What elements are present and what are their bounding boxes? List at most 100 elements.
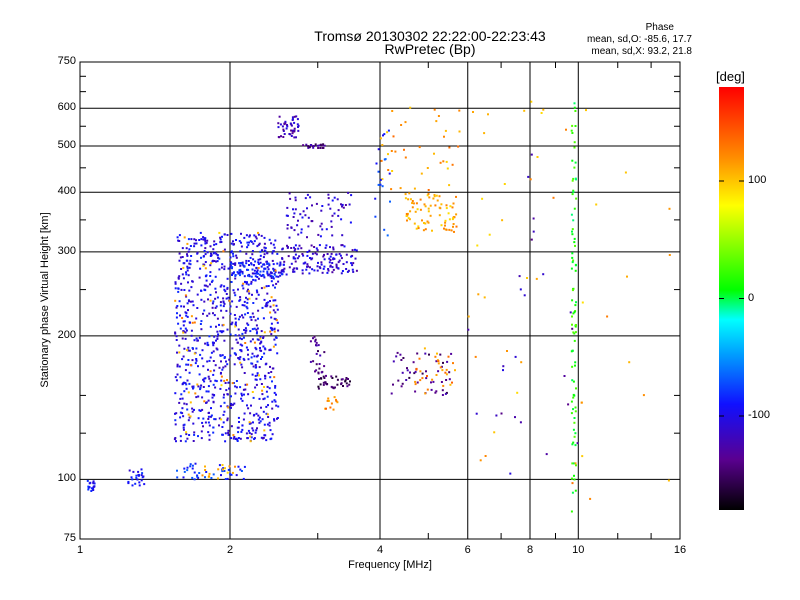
data-point xyxy=(416,381,419,384)
data-point xyxy=(186,302,189,305)
data-point xyxy=(262,436,265,439)
data-point xyxy=(260,275,263,277)
data-point xyxy=(317,147,320,149)
data-point xyxy=(331,266,334,269)
data-point xyxy=(197,365,199,368)
data-point xyxy=(290,129,293,132)
data-point xyxy=(314,143,317,146)
data-point xyxy=(235,380,238,382)
data-point xyxy=(318,144,321,147)
data-point xyxy=(259,378,262,381)
data-point xyxy=(181,256,184,258)
data-point xyxy=(427,192,430,195)
data-point xyxy=(234,294,237,297)
data-point xyxy=(183,289,186,291)
data-point xyxy=(255,378,258,381)
data-point xyxy=(280,135,282,138)
data-point xyxy=(581,455,584,458)
data-point xyxy=(397,379,400,382)
data-point xyxy=(260,383,263,385)
data-point xyxy=(307,145,310,148)
data-point xyxy=(292,268,295,271)
data-point xyxy=(241,332,244,335)
data-point xyxy=(257,317,259,320)
data-point xyxy=(265,285,268,288)
data-point xyxy=(326,399,329,402)
data-point xyxy=(314,338,317,341)
data-point xyxy=(259,250,262,253)
data-point xyxy=(193,321,196,324)
data-point xyxy=(426,220,429,223)
data-point xyxy=(197,395,200,398)
data-point xyxy=(404,121,407,124)
data-point xyxy=(235,256,238,259)
data-point xyxy=(438,195,441,198)
data-point xyxy=(233,363,236,366)
data-point xyxy=(179,314,181,317)
data-point xyxy=(414,390,417,393)
data-point xyxy=(242,287,245,290)
data-point xyxy=(230,262,233,265)
data-point xyxy=(312,337,314,340)
data-point xyxy=(322,381,325,384)
data-point xyxy=(307,265,309,268)
data-point xyxy=(143,483,146,486)
data-point xyxy=(218,424,220,427)
data-point xyxy=(206,251,209,254)
data-point xyxy=(318,363,321,365)
data-point xyxy=(267,301,270,304)
data-point xyxy=(329,259,332,261)
data-point xyxy=(571,323,573,326)
data-point xyxy=(424,222,427,225)
data-point xyxy=(347,191,350,194)
data-point xyxy=(315,369,318,372)
data-point xyxy=(570,400,573,403)
data-point xyxy=(321,228,324,231)
data-point xyxy=(206,343,209,346)
data-point xyxy=(207,418,210,420)
data-point xyxy=(575,324,577,326)
data-point xyxy=(419,370,422,373)
data-point xyxy=(272,263,275,266)
data-point xyxy=(330,225,333,228)
data-point xyxy=(264,247,267,250)
data-point xyxy=(185,403,188,406)
data-point xyxy=(204,238,206,241)
data-point xyxy=(177,290,180,293)
data-point xyxy=(178,344,181,347)
data-point xyxy=(269,429,272,432)
data-point xyxy=(227,432,230,434)
data-point xyxy=(319,225,322,228)
data-point xyxy=(187,309,189,312)
data-point xyxy=(182,331,185,334)
data-point xyxy=(213,314,216,317)
data-point xyxy=(572,177,575,180)
phase-heading: Phase xyxy=(645,22,674,33)
data-point xyxy=(338,252,341,255)
data-point xyxy=(288,266,291,269)
data-point xyxy=(181,358,184,361)
data-point xyxy=(340,244,343,247)
x-tick-label: 2 xyxy=(226,544,234,556)
data-point xyxy=(265,439,268,442)
data-point xyxy=(384,158,387,161)
data-point xyxy=(222,323,225,326)
data-point xyxy=(242,477,245,480)
data-point xyxy=(215,243,218,246)
data-point xyxy=(574,263,577,266)
data-point xyxy=(269,305,272,308)
grid-lines xyxy=(80,62,680,539)
data-point xyxy=(196,251,199,254)
data-point xyxy=(249,316,252,319)
data-point xyxy=(296,123,299,126)
data-point xyxy=(234,392,237,395)
data-point xyxy=(187,274,190,277)
data-point xyxy=(223,248,226,251)
data-point xyxy=(419,198,422,201)
data-point xyxy=(332,268,335,271)
data-point xyxy=(248,421,251,424)
data-point xyxy=(249,422,252,425)
data-point xyxy=(178,252,181,255)
data-point xyxy=(570,412,573,415)
data-point xyxy=(220,418,223,421)
